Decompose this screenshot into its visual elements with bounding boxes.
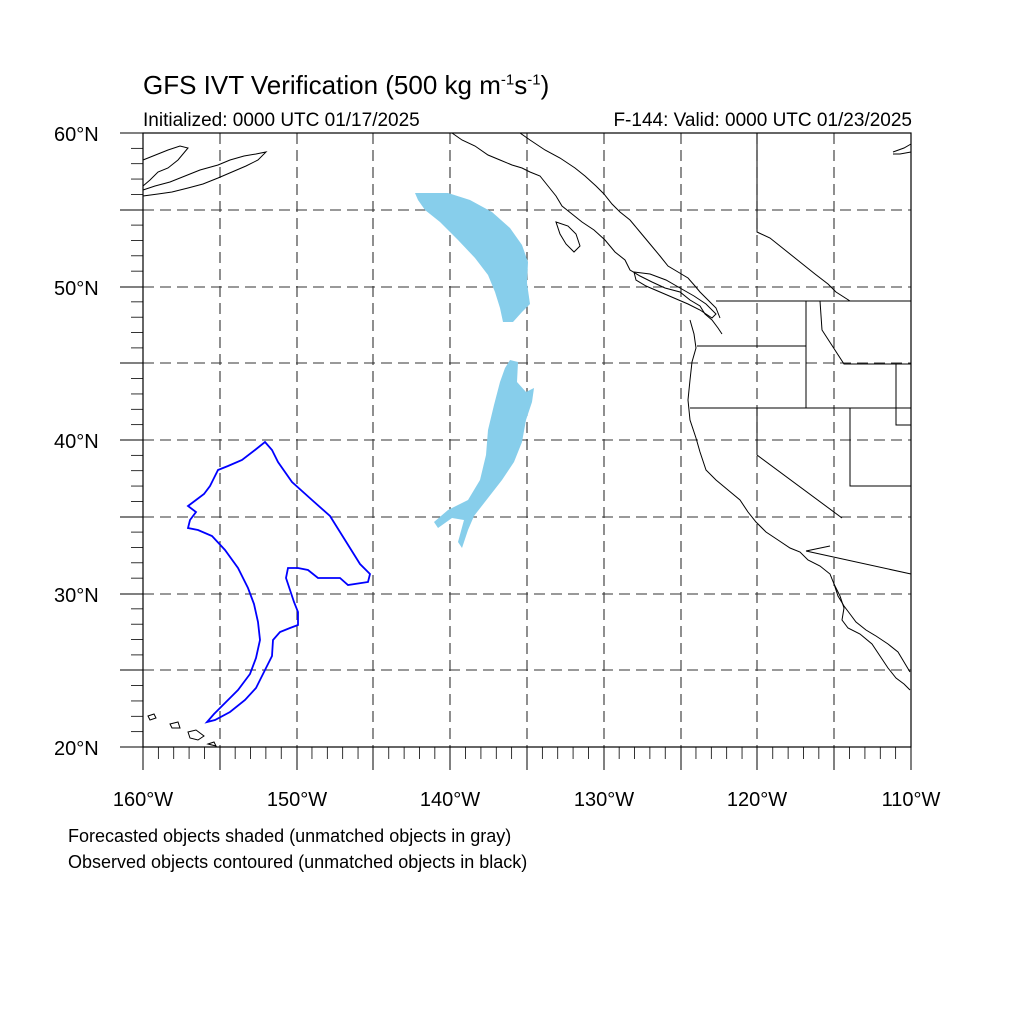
- lat-label-50: 50°N: [54, 278, 99, 300]
- title-exponent-1: -1: [500, 71, 515, 89]
- state-borders: [690, 300, 912, 575]
- lon-label-150w: 150°W: [267, 789, 327, 811]
- title-exponent-2: -1: [527, 71, 541, 89]
- forecast-object-south: [434, 360, 534, 548]
- coastlines: [142, 132, 912, 747]
- lon-label-110w: 110°W: [882, 789, 941, 811]
- title-close: ): [540, 70, 550, 100]
- tick-marks: [120, 132, 912, 770]
- alaska-peninsula-coast: [142, 145, 268, 197]
- alaska-panhandle-coast: [451, 132, 723, 335]
- longitude-labels: 160°W 150°W 140°W 130°W 120°W 110°W: [113, 789, 941, 811]
- canada-inner-coast: [519, 132, 721, 319]
- lon-label-160w: 160°W: [113, 789, 173, 811]
- us-west-coast: [687, 319, 911, 673]
- valid-time: F-144: Valid: 0000 UTC 01/23/2025: [613, 110, 912, 131]
- vancouver-island: [633, 271, 717, 319]
- observed-object-contour: [186, 440, 371, 724]
- minor-ticks: [131, 147, 897, 759]
- haida-gwaii: [555, 221, 581, 253]
- observed-legend-note: Observed objects contoured (unmatched ob…: [68, 852, 528, 872]
- hawaii-islands: [147, 713, 217, 747]
- forecast-object-north: [415, 193, 530, 322]
- lon-label-120w: 120°W: [727, 789, 787, 811]
- lon-label-140w: 140°W: [420, 789, 480, 811]
- forecast-legend-note: Forecasted objects shaded (unmatched obj…: [68, 826, 512, 846]
- baja-peninsula: [833, 583, 911, 691]
- lat-label-60: 60°N: [54, 124, 99, 146]
- chart-title: GFS IVT Verification (500 kg m-1s-1): [143, 70, 549, 101]
- ne-corner-coast: [892, 143, 912, 155]
- lat-label-40: 40°N: [54, 431, 99, 453]
- title-text: GFS IVT Verification (500 kg m: [143, 70, 501, 100]
- lat-label-30: 30°N: [54, 585, 99, 607]
- initialized-time: Initialized: 0000 UTC 01/17/2025: [143, 110, 420, 131]
- alberta-border: [756, 133, 851, 302]
- gridlines: [143, 133, 911, 747]
- latitude-labels: 60°N 50°N 40°N 30°N 20°N: [54, 124, 99, 760]
- lon-label-130w: 130°W: [574, 789, 634, 811]
- title-unit-s: s: [514, 70, 528, 100]
- forecast-objects: [415, 193, 534, 548]
- lat-label-20: 20°N: [54, 738, 99, 760]
